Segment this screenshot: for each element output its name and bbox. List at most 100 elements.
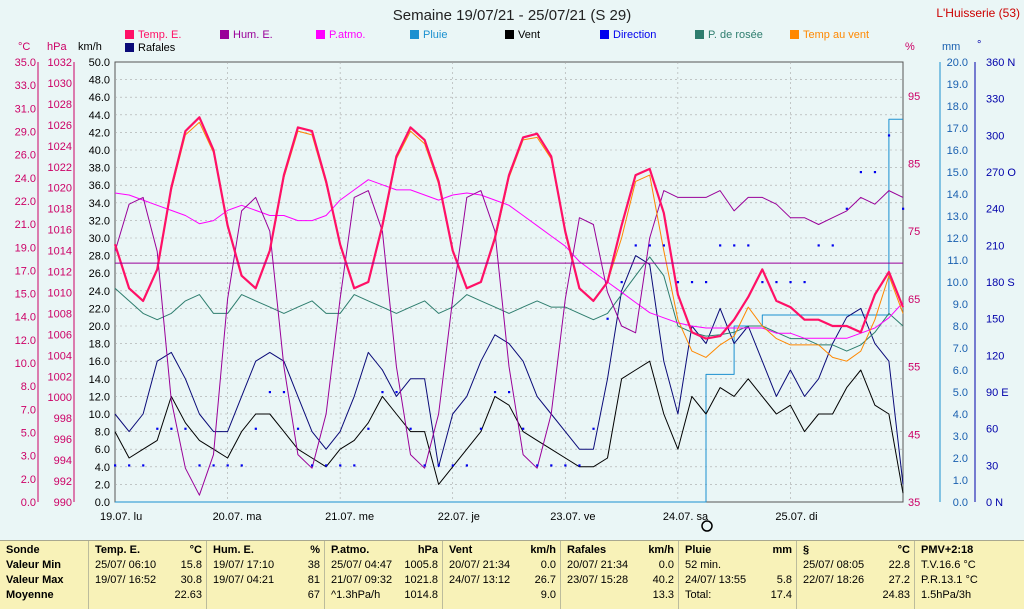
stats-unit: mm	[772, 544, 792, 556]
legend-swatch-patmo	[316, 30, 325, 39]
direction-dot	[254, 427, 257, 430]
rain-tick: 15.0	[947, 167, 968, 179]
stats-min: 1005.8	[404, 559, 438, 571]
temp-tick: 10.0	[15, 358, 36, 370]
wind-tick: 24.0	[89, 286, 110, 298]
stats-min-date: 19/07/ 17:10	[213, 559, 275, 571]
temp-tick: 29.0	[15, 126, 36, 138]
today-marker	[701, 520, 713, 532]
pressure-tick: 996	[54, 434, 72, 446]
stats-max-date: 23/07/ 15:28	[567, 574, 629, 586]
stats-head: Temp. E.	[95, 544, 141, 556]
humidity-tick: 55	[908, 362, 920, 374]
rain-axis-unit: mm	[942, 41, 960, 53]
direction-tick: 30	[986, 460, 998, 472]
temp-tick: 26.0	[15, 150, 36, 162]
humidity-tick: 95	[908, 91, 920, 103]
direction-dot	[803, 281, 806, 284]
rain-tick: 11.0	[947, 255, 968, 267]
rain-tick: 10.0	[947, 277, 968, 289]
legend-swatch-hum	[220, 30, 229, 39]
pressure-tick: 1008	[48, 308, 72, 320]
direction-dot	[831, 244, 834, 247]
wind-tick: 44.0	[89, 110, 110, 122]
day-label: 20.07. ma	[213, 511, 263, 523]
direction-dot	[465, 464, 468, 467]
direction-dot	[747, 244, 750, 247]
legend-label-rafales: Rafales	[138, 42, 176, 54]
temp-tick: 33.0	[15, 80, 36, 92]
series-layer	[113, 116, 905, 503]
humidity-tick: 75	[908, 226, 920, 238]
stats-rain-duration: 52 min.	[685, 559, 722, 571]
series-line-vent	[114, 360, 904, 494]
wind-tick: 2.0	[95, 479, 110, 491]
direction-dot	[268, 391, 271, 394]
direction-dot	[550, 464, 553, 467]
direction-dot	[325, 464, 328, 467]
legend-swatch-rosee	[695, 30, 704, 39]
direction-tick: 120	[986, 350, 1004, 362]
legend-label-pluie: Pluie	[423, 29, 447, 41]
humidity-tick: 65	[908, 294, 920, 306]
wind-tick: 46.0	[89, 92, 110, 104]
rain-tick: 14.0	[947, 189, 968, 201]
wind-tick: 10.0	[89, 409, 110, 421]
stats-head: §	[803, 544, 810, 556]
direction-dot	[451, 464, 454, 467]
direction-dot	[705, 281, 708, 284]
direction-tick: 300	[986, 130, 1004, 142]
direction-dot	[536, 464, 539, 467]
direction-dot	[775, 281, 778, 284]
direction-axis-unit: °	[977, 39, 981, 51]
stats-max: 30.8	[180, 574, 202, 586]
direction-dot	[479, 427, 483, 430]
direction-dot	[226, 464, 229, 467]
wind-tick: 26.0	[89, 268, 110, 280]
direction-dot	[198, 464, 201, 467]
humidity-axis-unit: %	[905, 41, 915, 53]
day-label: 25.07. di	[775, 511, 817, 523]
direction-dot	[282, 391, 286, 394]
stats-min-date: 25/07/ 08:05	[803, 559, 865, 571]
rain-tick: 13.0	[947, 211, 968, 223]
direction-dot	[634, 244, 637, 247]
pressure-axis-unit: hPa	[47, 41, 67, 53]
legend-swatch-tempvent	[790, 30, 799, 39]
humidity-tick: 85	[908, 159, 920, 171]
legend-label-direction: Direction	[613, 29, 656, 41]
temp-tick: 24.0	[15, 173, 36, 185]
stats-min-date: 25/07/ 06:10	[95, 559, 157, 571]
stats-unit: °C	[897, 544, 910, 556]
stats-pmv-line1: T.V.16.6 °C	[921, 559, 976, 571]
direction-dot	[353, 464, 356, 467]
humidity-tick: 45	[908, 429, 920, 441]
direction-dot	[887, 134, 891, 137]
temp-tick: 15.0	[15, 289, 36, 301]
wind-tick: 40.0	[89, 145, 110, 157]
legend-label-tempvent: Temp au vent	[803, 29, 869, 41]
direction-tick: 90 E	[986, 387, 1009, 399]
series-line-temp-e-	[113, 116, 905, 340]
stats-avg: 24.83	[882, 589, 910, 601]
stats-head: PMV+2:18	[921, 544, 974, 556]
rain-tick: 20.0	[947, 57, 968, 69]
legend-label-rosee: P. de rosée	[708, 29, 763, 41]
pressure-tick: 990	[54, 497, 72, 509]
wind-tick: 20.0	[89, 321, 110, 333]
stats-avg: 9.0	[540, 589, 556, 601]
pressure-tick: 1016	[48, 225, 72, 237]
rain-tick: 8.0	[953, 321, 968, 333]
temp-axis-unit: °C	[18, 41, 30, 53]
rain-tick: 1.0	[953, 475, 968, 487]
pressure-tick: 1012	[48, 267, 72, 279]
wind-tick: 0.0	[95, 497, 110, 509]
stats-head: Pluie	[685, 544, 712, 556]
series-line-pluie	[115, 118, 903, 503]
direction-dot	[592, 427, 595, 430]
direction-tick: 240	[986, 204, 1004, 216]
stats-max: 40.2	[652, 574, 674, 586]
direction-dot	[789, 281, 792, 284]
direction-dot	[648, 244, 651, 247]
pressure-tick: 1024	[48, 141, 72, 153]
